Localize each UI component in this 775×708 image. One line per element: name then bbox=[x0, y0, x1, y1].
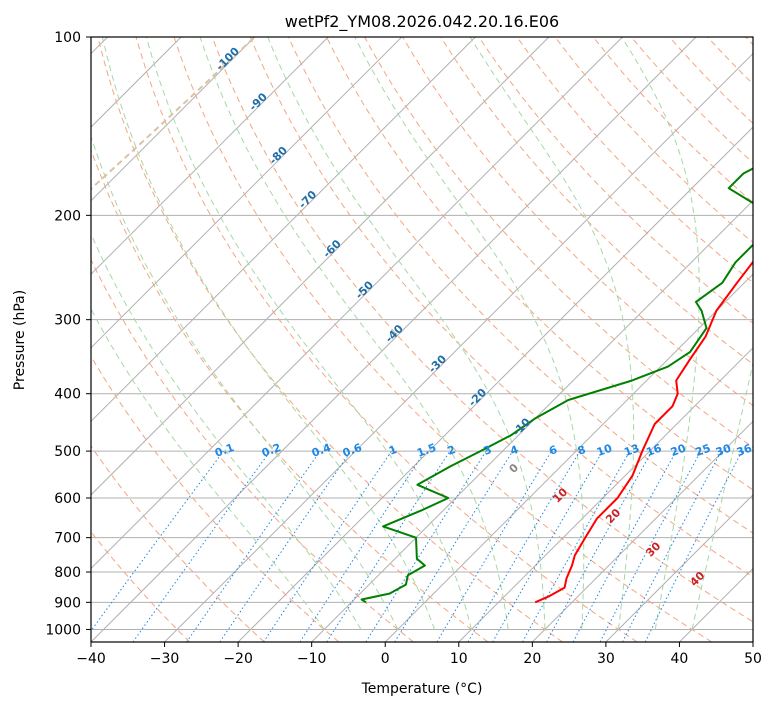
y-tick-label: 100 bbox=[54, 30, 81, 46]
mixing-ratio-line bbox=[263, 450, 392, 642]
isotherm-line bbox=[605, 494, 753, 642]
mixing-ratio-line bbox=[644, 450, 743, 642]
x-tick-label: −10 bbox=[297, 651, 327, 667]
moist-adiabat bbox=[621, 37, 700, 630]
mixing-ratio-label: 1.5 bbox=[415, 441, 438, 460]
moist-adiabat bbox=[691, 360, 753, 630]
moist-adiabat bbox=[199, 37, 509, 630]
mixing-ratio-label: 8 bbox=[576, 443, 588, 458]
dry-adiabat bbox=[91, 355, 340, 642]
isotherm-line bbox=[91, 37, 329, 275]
mixing-ratio-label: 0.2 bbox=[260, 441, 283, 460]
y-tick-label: 200 bbox=[54, 208, 81, 224]
isotherm-line bbox=[384, 273, 753, 642]
moist-adiabat bbox=[267, 37, 546, 630]
mixing-ratio-line bbox=[326, 450, 451, 642]
mixing-ratio-label: 4 bbox=[508, 443, 520, 458]
isotherm-line bbox=[458, 347, 753, 642]
isotherm-line bbox=[91, 37, 550, 496]
mixing-ratio-label: 10 bbox=[595, 442, 614, 460]
mixing-ratio-line bbox=[546, 450, 653, 642]
mixing-ratio-line bbox=[91, 450, 224, 632]
isotherm-line bbox=[91, 37, 623, 570]
isotherm-line bbox=[752, 641, 753, 642]
x-tick-label: 20 bbox=[523, 651, 541, 667]
isotherm-line bbox=[164, 52, 753, 642]
moist-adiabat bbox=[91, 232, 362, 630]
dry-adiabat bbox=[326, 37, 753, 491]
dry-adiabat bbox=[91, 445, 265, 642]
mixing-ratio-label: 1 bbox=[387, 443, 399, 458]
mixing-ratio-label: 36 bbox=[735, 442, 754, 460]
mixing-ratio-label: 0.4 bbox=[310, 441, 333, 460]
mixing-ratio-label: 6 bbox=[547, 443, 559, 458]
plot-background bbox=[91, 37, 753, 642]
dry-adiabat bbox=[287, 37, 753, 534]
dry-adiabat bbox=[135, 37, 638, 642]
moist-adiabat bbox=[91, 307, 325, 630]
x-tick-label: 40 bbox=[671, 651, 689, 667]
y-tick-label: 600 bbox=[54, 491, 81, 507]
dry-adiabat bbox=[211, 37, 753, 623]
y-tick-label: 1000 bbox=[45, 622, 81, 638]
mixing-ratio-line bbox=[299, 450, 426, 642]
series-layer bbox=[360, 167, 753, 604]
y-axis-label: Pressure (hPa) bbox=[12, 290, 28, 390]
mixing-ratio-line bbox=[219, 450, 352, 642]
mixing-ratio-line bbox=[132, 450, 271, 642]
y-tick-label: 700 bbox=[54, 531, 81, 547]
mixing-ratio-label: 0.1 bbox=[213, 441, 236, 460]
x-tick-label: −30 bbox=[150, 651, 180, 667]
dry-adiabat bbox=[173, 37, 713, 642]
moist-adiabat bbox=[145, 37, 472, 630]
isotherm-line bbox=[531, 420, 753, 642]
y-tick-label: 900 bbox=[54, 595, 81, 611]
axis-layer: −40 −30 −20 −10 0 10 20 30 40 5010020030040050060… bbox=[45, 30, 762, 667]
mixing-ratio-label: 20 bbox=[669, 442, 688, 460]
mixing-ratio-label: 0.6 bbox=[341, 441, 364, 460]
grid-layer bbox=[91, 37, 753, 642]
mixing-ratio-line bbox=[394, 450, 514, 642]
isotherm-line bbox=[237, 126, 753, 642]
x-tick-label: −20 bbox=[223, 651, 253, 667]
temperature-line bbox=[534, 260, 753, 604]
mixing-ratio-label: 16 bbox=[645, 442, 664, 460]
mixing-ratio-label: 2 bbox=[446, 443, 458, 458]
y-tick-label: 800 bbox=[54, 565, 81, 581]
dry-adiabat bbox=[249, 37, 753, 578]
x-tick-label: 50 bbox=[744, 651, 762, 667]
y-tick-label: 400 bbox=[54, 387, 81, 403]
isotherm-line bbox=[91, 37, 403, 349]
x-axis-label: Temperature (°C) bbox=[361, 681, 483, 697]
dry-adiabat bbox=[97, 37, 563, 642]
mixing-ratio-line bbox=[522, 450, 631, 642]
dewpoint-line bbox=[360, 167, 753, 604]
x-tick-label: 30 bbox=[597, 651, 615, 667]
dry-adiabat bbox=[91, 258, 414, 642]
isotherm-line bbox=[91, 37, 256, 202]
moist-adiabat bbox=[91, 135, 399, 630]
mixing-ratio-label: 25 bbox=[693, 442, 712, 459]
moist-adiabat bbox=[354, 37, 585, 630]
x-tick-label: 0 bbox=[381, 651, 390, 667]
y-tick-label: 500 bbox=[54, 444, 81, 460]
plot-frame bbox=[90, 36, 754, 643]
mixing-ratio-label: 3 bbox=[482, 443, 494, 458]
mixing-ratio-label: 30 bbox=[714, 442, 733, 460]
moist-adiabat bbox=[101, 37, 436, 630]
x-tick-label: −40 bbox=[76, 651, 106, 667]
mixing-ratio-line bbox=[572, 450, 677, 642]
x-tick-label: 10 bbox=[450, 651, 468, 667]
mixing-ratio-label: 13 bbox=[622, 442, 641, 459]
mixing-ratio-line bbox=[186, 450, 321, 642]
chart-title: wetPf2_YM08.2026.042.20.16.E06 bbox=[285, 12, 559, 32]
isotherm-line bbox=[91, 37, 476, 423]
y-tick-label: 300 bbox=[54, 313, 81, 329]
isotherm-line bbox=[91, 37, 697, 642]
